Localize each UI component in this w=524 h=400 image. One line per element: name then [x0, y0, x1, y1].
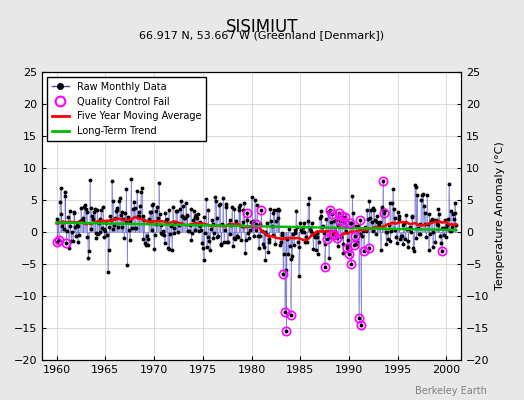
Text: 66.917 N, 53.667 W (Greenland [Denmark]): 66.917 N, 53.667 W (Greenland [Denmark])	[139, 30, 385, 40]
Text: Berkeley Earth: Berkeley Earth	[416, 386, 487, 396]
Text: SISIMIUT: SISIMIUT	[226, 18, 298, 36]
Y-axis label: Temperature Anomaly (°C): Temperature Anomaly (°C)	[495, 142, 505, 290]
Legend: Raw Monthly Data, Quality Control Fail, Five Year Moving Average, Long-Term Tren: Raw Monthly Data, Quality Control Fail, …	[47, 77, 206, 141]
